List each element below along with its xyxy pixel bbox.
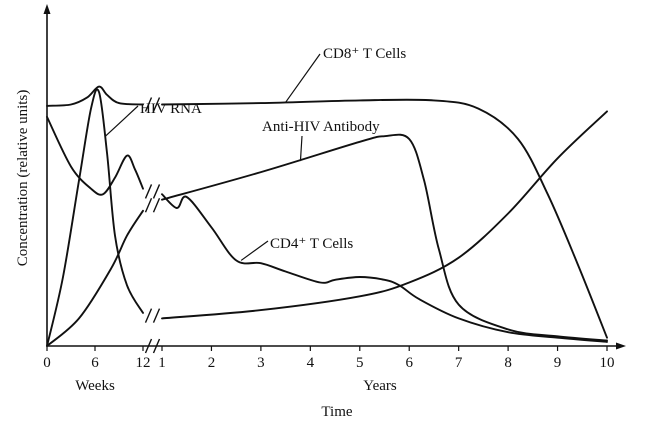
x-tick-label-years-8: 8 — [504, 355, 512, 371]
x-axis-arrowhead — [616, 342, 626, 350]
x-tick-label-years-6: 6 — [405, 355, 413, 371]
annotation-hiv-rna: HIV RNA — [140, 101, 202, 117]
leader-hiv-rna — [104, 105, 139, 137]
x-tick-labels: 0 6 12 1 2 3 4 5 6 7 8 9 10 — [43, 355, 614, 371]
leader-lines — [104, 53, 321, 261]
x-tick-label-years-7: 7 — [455, 355, 463, 371]
curves — [46, 85, 608, 347]
years-segment-label: Years — [363, 378, 397, 394]
series-cd8-t-cells-weeks — [46, 85, 144, 107]
series-hiv-rna-years — [161, 110, 608, 320]
series-cd4-t-cells-years — [161, 193, 608, 343]
x-tick-label-years-4: 4 — [307, 355, 315, 371]
leader-anti-hiv-antibody — [299, 135, 303, 162]
x-tick-label-years-9: 9 — [554, 355, 562, 371]
x-tick-label-years-10: 10 — [600, 355, 615, 371]
x-tick-label-years-3: 3 — [257, 355, 265, 371]
x-tick-label-weeks-12: 12 — [136, 355, 151, 371]
break-mark-x-axis — [144, 338, 161, 354]
break-mark-cd4-t-cells — [144, 184, 161, 199]
x-tick-label-weeks-0: 0 — [43, 355, 51, 371]
annotation-cd4-t-cells: CD4⁺ T Cells — [270, 236, 353, 252]
series-anti-hiv-antibody-years — [161, 133, 608, 342]
weeks-segment-label: Weeks — [75, 378, 115, 394]
axis-breaks — [144, 97, 161, 354]
break-mark-hiv-rna — [144, 308, 161, 323]
annotation-cd8-t-cells: CD8⁺ T Cells — [323, 46, 406, 62]
leader-cd8-t-cells — [285, 53, 321, 103]
series-hiv-rna-weeks — [46, 88, 144, 347]
y-axis-title: Concentration (relative units) — [15, 90, 31, 267]
x-tick-label-weeks-6: 6 — [91, 355, 99, 371]
series-cd8-t-cells-years — [161, 98, 608, 339]
x-tick-label-years-2: 2 — [208, 355, 216, 371]
annotation-anti-hiv-antibody: Anti-HIV Antibody — [262, 119, 380, 135]
break-mark-cd8-t-cells — [144, 97, 161, 112]
x-ticks — [46, 346, 608, 351]
x-axis-title: Time — [321, 404, 352, 420]
x-tick-label-years-5: 5 — [356, 355, 364, 371]
series-cd4-t-cells-weeks — [46, 115, 144, 196]
y-axis-arrowhead — [43, 4, 51, 14]
break-mark-anti-hiv-antibody — [144, 197, 161, 213]
leader-cd4-t-cells — [240, 240, 269, 261]
x-tick-label-years-1: 1 — [158, 355, 166, 371]
series-anti-hiv-antibody-weeks — [46, 209, 144, 347]
